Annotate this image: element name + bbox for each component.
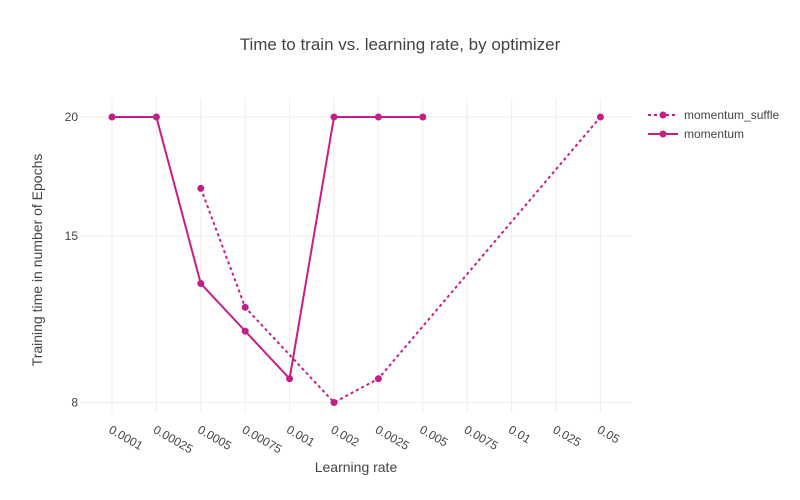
series-momentum — [108, 113, 427, 383]
series-line — [112, 116, 423, 380]
data-point[interactable] — [419, 113, 427, 121]
data-point[interactable] — [374, 113, 382, 121]
x-tick-label: 0.0005 — [195, 422, 234, 453]
x-tick-label: 0.0075 — [462, 422, 501, 453]
series-momentum_suffle — [197, 113, 604, 406]
x-tick-label: 0.0001 — [107, 422, 146, 453]
series-line — [199, 116, 602, 404]
x-axis-title: Learning rate — [315, 459, 398, 475]
data-point[interactable] — [330, 113, 338, 121]
legend-item-momentum_suffle[interactable]: momentum_suffle — [648, 108, 779, 122]
data-point[interactable] — [286, 375, 294, 383]
data-point[interactable] — [108, 113, 116, 121]
y-tick-label: 15 — [65, 229, 79, 243]
data-point[interactable] — [330, 398, 338, 406]
x-tick-label: 0.005 — [417, 422, 450, 449]
x-tick-label: 0.01 — [506, 422, 534, 446]
x-tick-label: 0.001 — [284, 422, 317, 449]
legend-label: momentum_suffle — [684, 108, 779, 122]
legend[interactable]: momentum_suffle momentum — [648, 108, 779, 141]
data-point[interactable] — [197, 184, 205, 192]
legend-label: momentum — [684, 127, 744, 141]
x-tick-label: 0.05 — [595, 422, 623, 446]
legend-marker — [659, 130, 667, 138]
data-point[interactable] — [241, 327, 249, 335]
y-tick-label: 20 — [65, 110, 79, 124]
y-tick-label: 8 — [71, 395, 78, 409]
x-tick-label: 0.002 — [329, 422, 362, 449]
series-layer — [108, 113, 604, 406]
legend-marker — [659, 111, 667, 119]
data-point[interactable] — [152, 113, 160, 121]
x-tick-label: 0.025 — [551, 422, 584, 449]
x-tick-label: 0.0025 — [373, 422, 412, 453]
y-axis-title: Training time in number of Epochs — [29, 154, 45, 367]
x-tick-label: 0.00075 — [240, 422, 285, 456]
x-axis-ticks: 0.0001 0.00025 0.0005 0.00075 0.001 0.002 0.00… — [107, 422, 623, 456]
data-point[interactable] — [374, 375, 382, 383]
x-tick-label: 0.00025 — [151, 422, 196, 456]
data-point[interactable] — [241, 303, 249, 311]
grid — [80, 98, 632, 412]
y-axis-ticks: 8 15 20 — [65, 110, 79, 409]
chart-title: Time to train vs. learning rate, by opti… — [240, 35, 561, 54]
data-point[interactable] — [596, 113, 604, 121]
data-point[interactable] — [197, 280, 205, 288]
legend-item-momentum[interactable]: momentum — [648, 127, 744, 141]
